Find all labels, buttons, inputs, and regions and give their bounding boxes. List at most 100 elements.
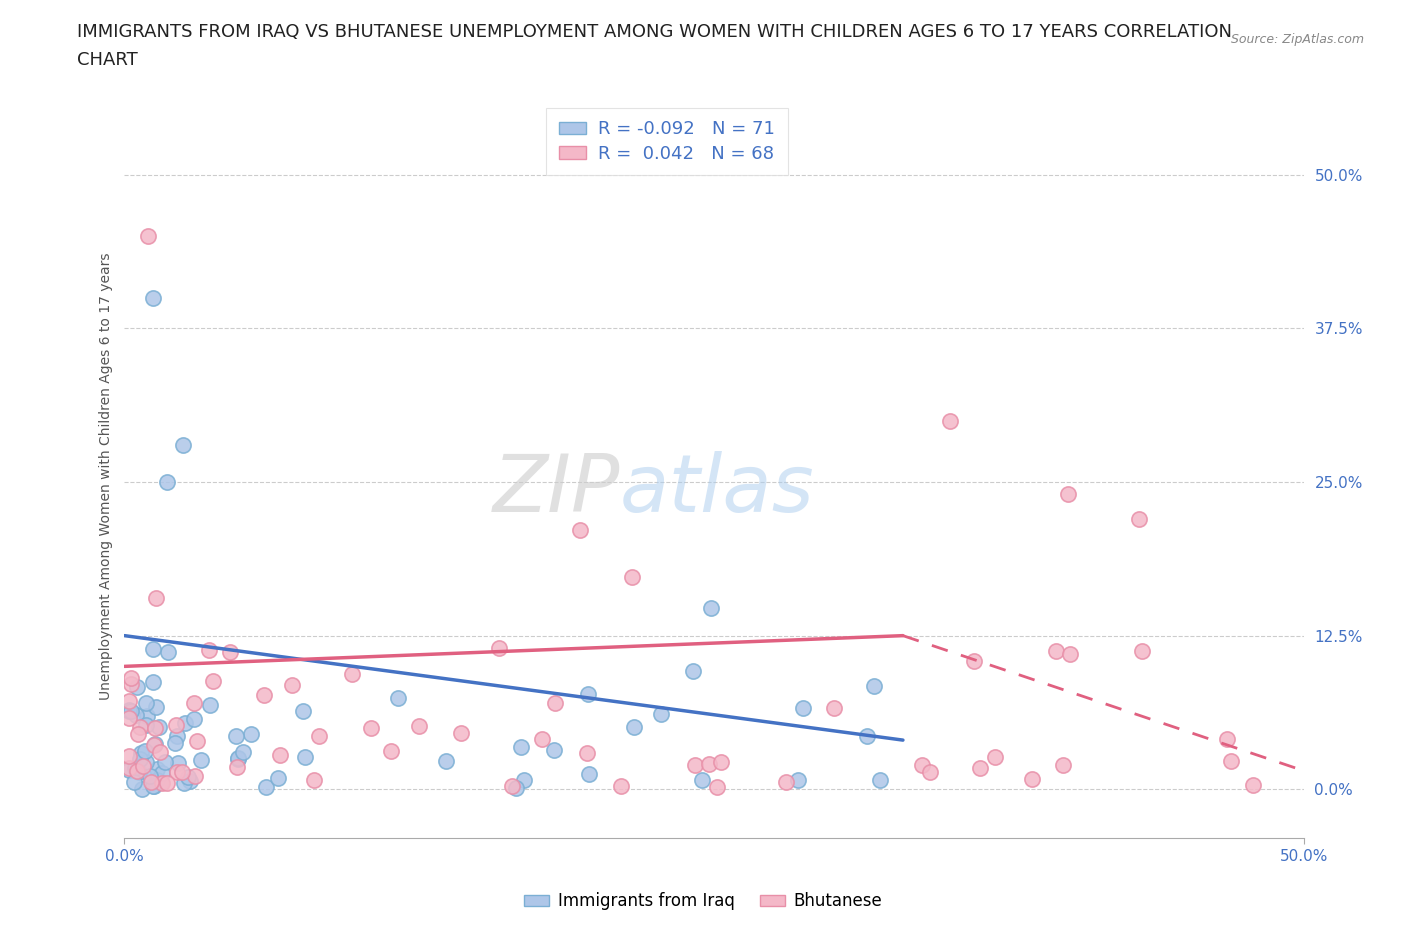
Point: [239, 726, 262, 741]
Point: [167, 755, 190, 770]
Point: [911, 757, 934, 772]
Point: [135, 695, 157, 710]
Point: [531, 732, 554, 747]
Point: [510, 739, 533, 754]
Point: [174, 715, 197, 730]
Point: [118, 694, 141, 709]
Point: [200, 698, 222, 712]
Point: [360, 721, 382, 736]
Point: [145, 699, 167, 714]
Point: [139, 775, 162, 790]
Point: [146, 773, 169, 788]
Point: [1241, 778, 1264, 793]
Point: [156, 776, 179, 790]
Point: [179, 774, 201, 789]
Point: [1052, 757, 1074, 772]
Point: [690, 773, 713, 788]
Point: [1021, 771, 1043, 786]
Point: [143, 737, 166, 751]
Point: [142, 779, 165, 794]
Point: [122, 775, 145, 790]
Point: [143, 721, 166, 736]
Point: [787, 773, 810, 788]
Point: [136, 709, 159, 724]
Point: [125, 764, 148, 778]
Point: [143, 778, 166, 793]
Point: [128, 751, 150, 766]
Point: [118, 711, 141, 725]
Point: [387, 690, 409, 705]
Point: [408, 718, 430, 733]
Point: [118, 761, 141, 776]
Point: [700, 600, 723, 615]
Point: [544, 696, 567, 711]
Point: [697, 757, 720, 772]
Point: [156, 644, 179, 659]
Y-axis label: Unemployment Among Women with Children Ages 6 to 17 years: Unemployment Among Women with Children A…: [100, 252, 114, 699]
Point: [543, 743, 565, 758]
Point: [505, 780, 527, 795]
Point: [183, 696, 205, 711]
Text: Source: ZipAtlas.com: Source: ZipAtlas.com: [1230, 33, 1364, 46]
Point: [226, 751, 249, 765]
Point: [120, 677, 142, 692]
Point: [1216, 731, 1239, 746]
Point: [304, 772, 326, 787]
Legend: Immigrants from Iraq, Bhutanese: Immigrants from Iraq, Bhutanese: [517, 885, 889, 917]
Point: [939, 413, 962, 428]
Point: [183, 711, 205, 726]
Point: [172, 438, 194, 453]
Point: [308, 728, 330, 743]
Point: [149, 744, 172, 759]
Point: [136, 229, 159, 244]
Point: [855, 728, 877, 743]
Point: [149, 775, 172, 790]
Point: [620, 569, 643, 584]
Point: [186, 734, 208, 749]
Point: [1130, 644, 1153, 658]
Point: [450, 725, 472, 740]
Point: [710, 754, 733, 769]
Point: [1057, 487, 1080, 502]
Point: [163, 736, 186, 751]
Point: [142, 290, 165, 305]
Point: [575, 746, 598, 761]
Point: [513, 773, 536, 788]
Point: [1059, 646, 1081, 661]
Point: [488, 641, 510, 656]
Point: [132, 759, 155, 774]
Point: [128, 720, 150, 735]
Point: [969, 760, 991, 775]
Point: [148, 720, 170, 735]
Legend: R = -0.092   N = 71, R =  0.042   N = 68: R = -0.092 N = 71, R = 0.042 N = 68: [546, 108, 787, 176]
Point: [145, 591, 167, 605]
Point: [143, 737, 166, 752]
Point: [197, 643, 219, 658]
Point: [576, 686, 599, 701]
Point: [172, 764, 194, 779]
Point: [225, 729, 247, 744]
Point: [138, 769, 160, 784]
Point: [166, 729, 188, 744]
Point: [610, 778, 633, 793]
Point: [963, 653, 986, 668]
Point: [578, 766, 600, 781]
Point: [127, 726, 149, 741]
Point: [166, 764, 188, 779]
Point: [253, 687, 276, 702]
Point: [142, 642, 165, 657]
Point: [173, 775, 195, 790]
Point: [568, 523, 591, 538]
Point: [177, 769, 200, 784]
Point: [135, 754, 157, 769]
Point: [125, 679, 148, 694]
Point: [792, 700, 814, 715]
Point: [183, 769, 205, 784]
Point: [342, 667, 364, 682]
Point: [869, 773, 891, 788]
Point: [254, 779, 277, 794]
Point: [131, 781, 153, 796]
Point: [1045, 644, 1067, 658]
Point: [165, 718, 187, 733]
Point: [650, 707, 672, 722]
